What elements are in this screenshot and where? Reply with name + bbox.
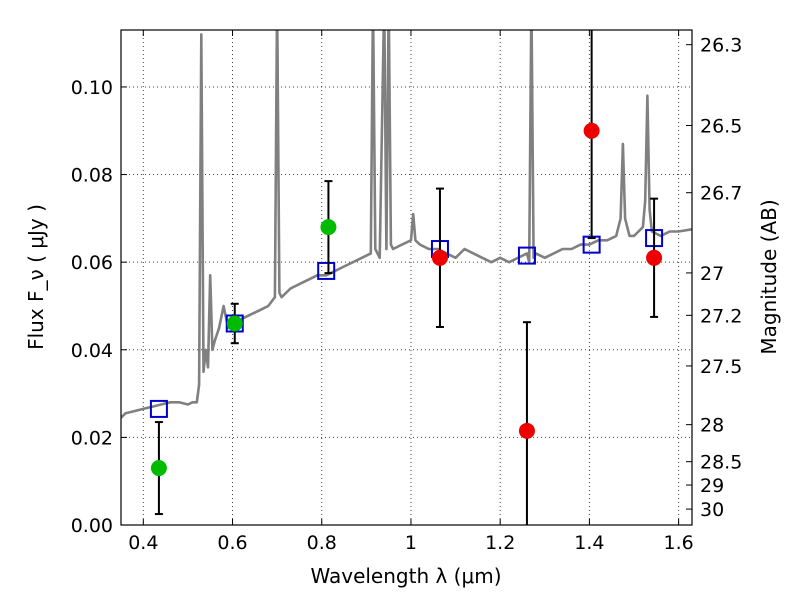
observed-flux-point [646,249,663,266]
right-tick-label: 28.5 [700,452,742,474]
right-tick-label: 27.2 [700,305,742,327]
x-axis-title: Wavelength λ (μm) [310,564,501,588]
y-tick-label: 0.02 [71,427,113,449]
template-spectrum-line [121,30,692,419]
y-axis-right-title: Magnitude (AB) [757,199,781,354]
right-tick-label: 30 [700,499,724,521]
x-tick-label: 1 [405,532,417,554]
y-tick-label: 0.06 [71,252,113,274]
model-flux-square [317,261,336,280]
right-tick-label: 28 [700,415,724,437]
right-tick-label: 27 [700,263,724,285]
right-tick-label: 26.3 [700,35,742,57]
right-tick-label: 26.7 [700,183,742,205]
x-tick-label: 0.6 [217,532,247,554]
x-tick-label: 0.4 [128,532,158,554]
observed-flux-point [226,315,243,332]
right-tick-label: 29 [700,475,724,497]
right-tick-label: 26.5 [700,115,742,137]
y-tick-label: 0.04 [71,340,113,362]
observed-flux-point [320,219,337,236]
observed-flux-point [583,122,600,139]
grid-lines [121,30,692,526]
x-tick-label: 1.4 [574,532,604,554]
x-tick-label: 1.2 [485,532,515,554]
y-tick-label: 0.10 [71,77,113,99]
model-flux-square [149,399,168,418]
observed-flux-point [518,422,535,439]
tick-labels: 0.4 0.6 0.8 1 1.2 1.4 1.6 0.00 0.02 0.04 0.06 0.08 0… [71,35,743,554]
right-tick-label: 27.5 [700,356,742,378]
plot-content [121,30,692,419]
y-axis-title: Flux F_ν ( μJy ) [24,204,48,350]
observed-flux-point [431,249,448,266]
observed-flux-point [150,460,167,477]
points-layer [149,30,664,525]
y-tick-label: 0.00 [71,515,113,537]
axis-ticks [121,30,692,526]
y-tick-label: 0.08 [71,165,113,187]
model-flux-square [517,246,536,265]
plot-frame [120,29,693,526]
x-tick-label: 1.6 [664,532,694,554]
x-tick-label: 0.8 [307,532,337,554]
